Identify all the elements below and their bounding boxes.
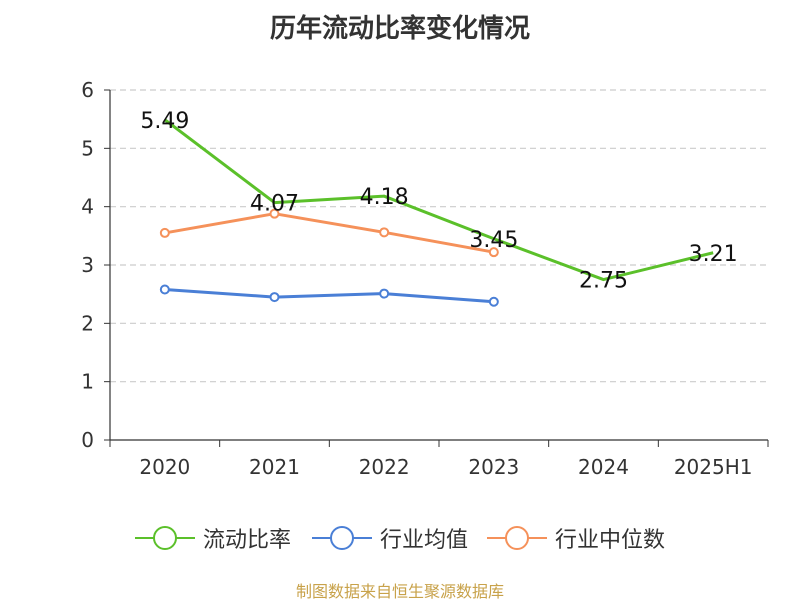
- legend-label: 行业均值: [380, 528, 469, 553]
- data-label: 3.21: [689, 242, 738, 267]
- legend-item-industry-mean[interactable]: 行业均值: [312, 520, 468, 556]
- x-tick-label: 2025H1: [674, 455, 753, 479]
- data-point: [488, 247, 499, 258]
- data-label: 3.45: [469, 228, 518, 253]
- y-tick-label: 4: [81, 195, 94, 219]
- y-tick-label: 0: [81, 428, 94, 452]
- chart-legend: 流动比率 行业均值 行业中位数: [0, 520, 800, 556]
- data-point: [379, 227, 390, 238]
- data-label: 4.18: [360, 185, 409, 210]
- series-line: [163, 118, 714, 282]
- legend-marker-green: [135, 526, 195, 550]
- series-line: [164, 288, 494, 304]
- data-point: [269, 292, 280, 303]
- x-tick-label: 2024: [578, 455, 629, 479]
- series-line: [164, 212, 495, 254]
- data-point: [269, 208, 280, 219]
- legend-label: 行业中位数: [555, 528, 666, 553]
- x-tick-label: 2021: [249, 455, 300, 479]
- y-tick-label: 3: [81, 253, 94, 277]
- data-label: 2.75: [579, 269, 628, 294]
- data-label: 5.49: [140, 109, 189, 134]
- x-tick-label: 2022: [359, 455, 410, 479]
- data-point: [379, 288, 390, 299]
- legend-marker-orange: [487, 526, 547, 550]
- legend-item-industry-median[interactable]: 行业中位数: [487, 520, 665, 556]
- line-chart: 0 1 2 3 4 5 6 2020 2021 2022 2023 2024 2025H1 5.49 4.0…: [81, 78, 769, 479]
- legend-item-current-ratio[interactable]: 流动比率: [135, 520, 291, 556]
- x-tick-label: 2023: [468, 455, 519, 479]
- legend-label: 流动比率: [203, 528, 292, 553]
- y-tick-label: 5: [81, 136, 94, 160]
- data-source-note: 制图数据来自恒生聚源数据库: [295, 582, 504, 601]
- chart-title: 历年流动比率变化情况: [269, 14, 530, 44]
- legend-marker-blue: [312, 526, 372, 550]
- y-tick-label: 1: [81, 370, 94, 394]
- data-label: 4.07: [250, 192, 299, 217]
- y-tick-label: 2: [81, 311, 94, 335]
- data-point: [159, 227, 170, 238]
- data-point: [488, 296, 499, 307]
- x-tick-label: 2020: [139, 455, 190, 479]
- data-point: [159, 284, 170, 295]
- y-tick-label: 6: [81, 78, 94, 102]
